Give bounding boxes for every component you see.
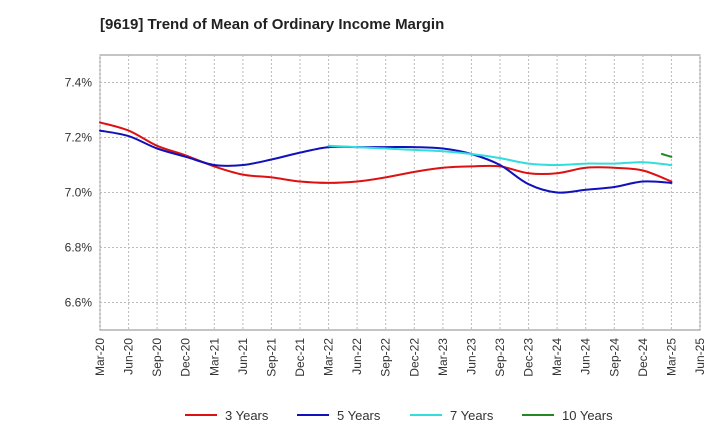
x-tick-label: Sep-20 [150,338,164,377]
chart-title: [9619] Trend of Mean of Ordinary Income … [100,16,445,33]
x-tick-label: Dec-23 [522,338,536,377]
x-tick-label: Mar-25 [664,338,678,376]
x-tick-label: Mar-20 [93,338,107,376]
series-line-7-years [327,144,673,166]
x-tick-label: Mar-24 [550,338,564,376]
legend-label-10-years: 10 Years [562,408,613,423]
x-tick-label: Sep-24 [607,338,621,377]
x-tick-label: Mar-21 [207,338,221,376]
legend-label-3-years: 3 Years [225,408,269,423]
y-tick-label: 7.0% [65,186,93,200]
x-tick-label: Dec-21 [293,338,307,377]
x-tick-label: Mar-23 [436,338,450,376]
x-tick-label: Jun-20 [122,338,136,375]
x-tick-label: Sep-22 [379,338,393,377]
x-tick-label: Dec-20 [179,338,193,377]
series-line-10-years [660,153,673,158]
x-tick-label: Jun-21 [236,338,250,375]
y-tick-label: 7.4% [65,76,93,90]
legend-label-7-years: 7 Years [450,408,494,423]
y-tick-label: 6.6% [65,296,93,310]
x-tick-label: Jun-25 [693,338,707,375]
x-tick-label: Jun-22 [350,338,364,375]
x-tick-label: Mar-22 [322,338,336,376]
legend-label-5-years: 5 Years [337,408,381,423]
x-tick-label: Sep-21 [264,338,278,377]
y-tick-label: 7.2% [65,131,93,145]
x-tick-label: Sep-23 [493,338,507,377]
x-tick-label: Dec-24 [636,338,650,377]
y-tick-label: 6.8% [65,241,93,255]
x-tick-label: Jun-24 [579,338,593,375]
x-tick-label: Dec-22 [407,338,421,377]
x-tick-label: Jun-23 [464,338,478,375]
series-line-5-years [99,129,673,194]
